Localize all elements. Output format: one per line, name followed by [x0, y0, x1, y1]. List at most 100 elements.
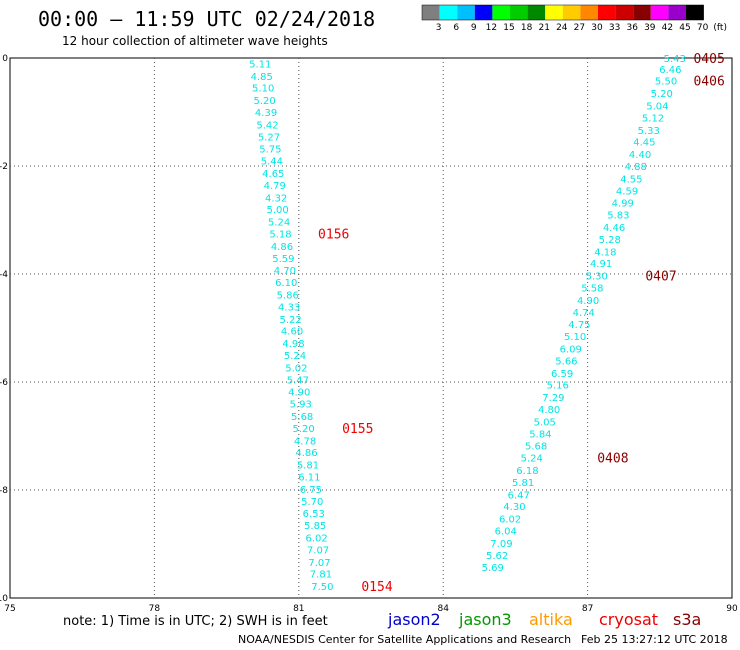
wave-height-label: 4.60	[281, 327, 303, 338]
wave-height-label: 4.78	[294, 436, 316, 447]
time-label: 0154	[361, 580, 392, 595]
colorbar: 3 6 9 12 15 18 21 24 27 30 33 36 39 42 45 70 (ft)	[421, 4, 727, 33]
wave-height-label: 5.11	[249, 59, 271, 70]
colorbar-swatch	[580, 5, 598, 20]
colorbar-label: 70	[697, 23, 709, 33]
x-tick-label: 87	[582, 604, 593, 614]
colorbar-label: 9	[471, 23, 477, 33]
y-tick-label: -4	[0, 270, 8, 280]
wave-height-label: 6.11	[298, 473, 320, 484]
wave-height-label: 5.81	[297, 461, 319, 472]
time-label: 0406	[693, 75, 724, 90]
wave-height-label: 5.58	[581, 284, 603, 295]
wave-height-label: 4.99	[612, 199, 634, 210]
x-axis-ticks: 75 78 81 84 87 90	[4, 604, 738, 614]
wave-height-label: 7.29	[542, 393, 564, 404]
grid	[10, 58, 732, 598]
wave-height-label: 5.68	[525, 442, 547, 453]
wave-height-label: 7.50	[311, 582, 333, 593]
x-tick-label: 81	[293, 604, 304, 614]
wave-height-label: 4.70	[274, 266, 296, 277]
wave-height-label: 4.55	[620, 174, 642, 185]
wave-height-label: 5.10	[252, 84, 274, 95]
wave-height-label: 5.47	[287, 375, 309, 386]
colorbar-swatch	[686, 5, 704, 20]
wave-height-label: 5.86	[277, 291, 299, 302]
wave-height-label: 4.91	[590, 259, 612, 270]
wave-height-label: 6.53	[303, 509, 325, 520]
x-tick-label: 90	[726, 604, 738, 614]
wave-height-label: 5.10	[564, 332, 586, 343]
wave-height-label: 4.40	[629, 150, 651, 161]
colorbar-label: 39	[644, 23, 656, 33]
wave-height-label: 5.81	[512, 478, 534, 489]
wave-height-label: 6.10	[275, 278, 297, 289]
wave-height-label: 6.59	[551, 369, 573, 380]
wave-height-label: 4.65	[262, 169, 284, 180]
legend-note: note: 1) Time is in UTC; 2) SWH is in fe…	[63, 614, 328, 629]
colorbar-label: 42	[662, 23, 673, 33]
wave-height-label: 5.16	[547, 381, 569, 392]
wave-height-label: 5.70	[301, 497, 323, 508]
wave-height-label: 5.22	[279, 315, 301, 326]
wave-height-label: 4.74	[573, 308, 595, 319]
wave-height-label: 4.85	[251, 72, 273, 83]
colorbar-swatch	[527, 5, 546, 20]
wave-height-label: 6.09	[560, 345, 582, 356]
wave-height-label: 5.20	[292, 424, 314, 435]
colorbar-label: 21	[538, 23, 549, 33]
wave-height-label: 6.18	[516, 466, 538, 477]
y-tick-label: -6	[0, 378, 8, 388]
wave-height-label: 4.86	[295, 448, 317, 459]
wave-height-label: 6.02	[305, 534, 327, 545]
wave-height-label: 5.20	[253, 96, 275, 107]
plot-frame	[9, 57, 733, 599]
wave-height-label: 4.86	[271, 242, 293, 253]
colorbar-label: 15	[503, 23, 514, 33]
wave-height-label: 5.66	[555, 356, 577, 367]
wave-height-label: 5.05	[534, 417, 556, 428]
wave-height-label: 6.47	[508, 490, 530, 501]
colorbar-swatch	[633, 5, 651, 20]
x-tick-label: 78	[149, 604, 161, 614]
colorbar-label: 18	[521, 23, 533, 33]
wave-height-label: 5.33	[638, 126, 660, 137]
wave-height-label: 5.24	[268, 218, 290, 229]
chart-title: 00:00 – 11:59 UTC 02/24/2018	[38, 7, 375, 31]
colorbar-swatch	[474, 5, 493, 20]
colorbar-swatch	[668, 5, 686, 20]
wave-height-label: 4.59	[616, 186, 638, 197]
y-tick-label: -8	[0, 486, 8, 496]
y-tick-label: 0	[2, 54, 8, 64]
colorbar-swatch	[650, 5, 669, 20]
wave-height-label: 5.69	[482, 563, 504, 574]
wave-height-label: 5.04	[646, 102, 668, 113]
y-tick-label: -2	[0, 162, 8, 172]
wave-height-label: 5.00	[266, 205, 288, 216]
wave-height-label: 5.93	[290, 400, 312, 411]
wave-height-label: 6.04	[495, 527, 517, 538]
time-label: 0407	[645, 270, 676, 285]
wave-height-label: 5.62	[486, 551, 508, 562]
wave-height-label: 4.33	[278, 302, 300, 313]
wave-height-label: 6.46	[659, 65, 681, 76]
wave-height-label: 4.75	[568, 320, 590, 331]
colorbar-label: 24	[556, 23, 568, 33]
time-label: 0155	[342, 422, 373, 437]
time-label: 0408	[597, 452, 628, 467]
wave-height-label: 5.18	[269, 230, 291, 241]
legend-altika: altika	[529, 610, 573, 629]
wave-height-label: 5.84	[529, 429, 551, 440]
wave-height-label: 7.07	[308, 558, 330, 569]
colorbar-label: 33	[609, 23, 620, 33]
wave-height-label: 5.59	[272, 254, 294, 265]
colorbar-swatch	[439, 5, 458, 20]
wave-height-label: 5.20	[651, 89, 673, 100]
colorbar-label: 27	[574, 23, 585, 33]
x-tick-label: 75	[4, 604, 15, 614]
wave-height-label: 5.30	[586, 272, 608, 283]
legend-jason3: jason3	[458, 610, 512, 629]
y-axis-ticks: 0 -2 -4 -6 -8 -10	[0, 54, 8, 604]
wave-height-label: 5.24	[521, 454, 543, 465]
